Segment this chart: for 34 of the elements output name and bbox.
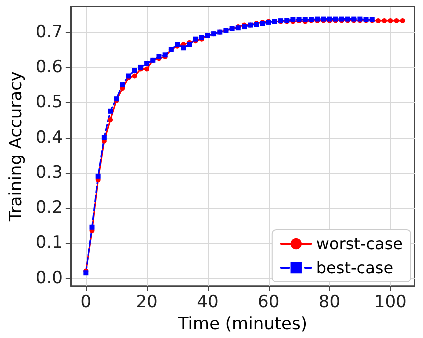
point [108, 118, 114, 123]
x-tick-label: 20 [136, 292, 158, 313]
x-tick-label: 40 [197, 292, 219, 313]
x-tick-label: 80 [318, 292, 341, 313]
point [394, 18, 400, 24]
y-tick-label: 0.0 [36, 268, 63, 288]
point [102, 135, 107, 140]
point [382, 18, 388, 24]
point [108, 108, 114, 114]
y-tick-label: 0.5 [36, 92, 63, 113]
point [181, 46, 186, 51]
y-tick-label: 0.1 [36, 233, 63, 254]
x-tick-label: 60 [258, 292, 280, 313]
point [388, 18, 394, 24]
y-tick-label: 0.7 [36, 22, 63, 42]
point [376, 18, 381, 24]
point [90, 224, 95, 230]
point [400, 18, 406, 24]
y-tick-label: 0.6 [36, 57, 63, 78]
point [132, 68, 138, 74]
x-tick-label: 0 [80, 292, 92, 313]
y-tick-label: 0.4 [36, 128, 63, 148]
legend-label: best-case [316, 258, 394, 278]
x-axis-title: Time (minutes) [177, 314, 308, 334]
y-tick-label: 0.3 [36, 162, 63, 183]
y-tick-label: 0.2 [36, 198, 63, 218]
point [144, 66, 150, 72]
point [144, 61, 150, 66]
y-axis-title: Training Accuracy [6, 71, 26, 223]
legend-label: worst-case [316, 234, 404, 254]
x-tick-label: 100 [374, 292, 407, 313]
point [132, 74, 138, 79]
point [120, 82, 126, 88]
point [96, 174, 101, 179]
